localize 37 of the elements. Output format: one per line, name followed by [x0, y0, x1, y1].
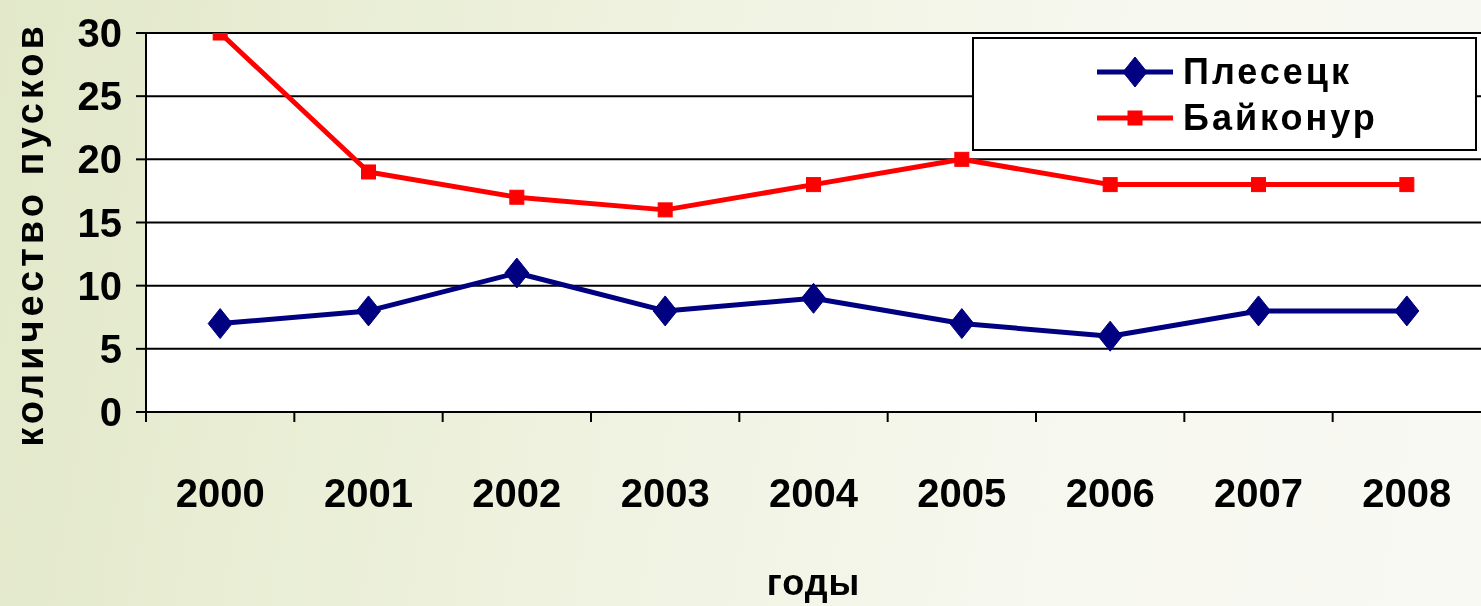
x-tick-label: 2004	[769, 471, 859, 515]
point	[1394, 295, 1420, 327]
point	[806, 177, 821, 193]
y-tick-label: 5	[99, 326, 122, 371]
point	[1251, 177, 1266, 193]
x-tick-label: 2000	[175, 471, 265, 515]
x-tick-label: 2003	[620, 471, 710, 515]
x-tick-label: 2008	[1362, 471, 1452, 515]
point	[657, 202, 673, 218]
y-tick-label: 10	[77, 263, 122, 308]
x-tick-label: 2005	[917, 471, 1007, 515]
point	[207, 308, 233, 340]
x-tick-label: 2007	[1214, 471, 1303, 515]
point	[356, 295, 381, 327]
y-tick-label: 20	[77, 137, 122, 182]
point	[1102, 177, 1118, 193]
legend-label: Байконур	[1183, 96, 1378, 140]
y-tick-label: 30	[77, 11, 122, 55]
y-tick-label: 15	[77, 200, 122, 245]
point	[652, 295, 678, 327]
point	[954, 151, 970, 167]
point	[1399, 177, 1415, 193]
point	[1246, 295, 1271, 327]
x-tick-label: 2006	[1065, 471, 1155, 515]
x-tick-label: 2001	[324, 471, 413, 515]
point	[949, 308, 975, 340]
point	[801, 282, 826, 314]
legend-label: Плесецк	[1183, 50, 1353, 94]
y-tick-label: 0	[99, 390, 122, 434]
x-axis-title: годы	[766, 561, 861, 603]
x-tick-label: 2002	[472, 471, 562, 515]
point	[1097, 320, 1123, 352]
point	[504, 257, 530, 289]
point	[361, 164, 376, 180]
y-axis-title: количество пусков	[9, 22, 51, 447]
y-tick-label: 25	[77, 74, 122, 119]
point	[509, 189, 525, 205]
